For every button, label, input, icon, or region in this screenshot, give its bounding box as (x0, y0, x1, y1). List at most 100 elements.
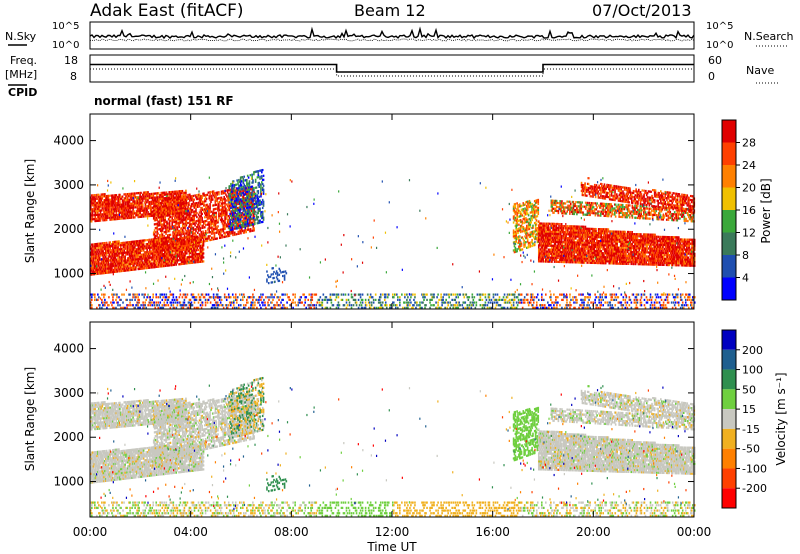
power-cell (178, 221, 181, 225)
power-cell (120, 253, 123, 257)
power-cell (252, 207, 254, 210)
power-cell (202, 256, 205, 259)
power-cell (104, 257, 106, 261)
power-cell (157, 265, 160, 268)
power-cell (201, 202, 203, 206)
power-cell (182, 202, 185, 206)
power-cell (154, 219, 157, 222)
power-cell (93, 267, 96, 270)
power-cell (140, 261, 142, 264)
power-cell (130, 242, 133, 246)
power-cell (159, 209, 162, 213)
power-cell (173, 207, 175, 210)
power-cell (126, 200, 129, 204)
power-cell (241, 197, 244, 201)
power-cell (194, 212, 196, 215)
power-cell (175, 259, 178, 262)
power-cell (92, 257, 95, 260)
power-cell (189, 217, 192, 220)
power-cell (178, 247, 181, 250)
power-cell (112, 210, 115, 213)
power-cell (100, 246, 103, 249)
power-cell (134, 266, 137, 269)
power-cell (111, 267, 113, 270)
power-cell (99, 248, 102, 251)
power-cell (133, 216, 135, 219)
power-cell (185, 250, 187, 253)
power-cell (147, 215, 149, 218)
power-cell (144, 207, 147, 210)
power-cell (111, 255, 113, 258)
power-cell (217, 229, 219, 232)
power-cell (163, 264, 166, 268)
power-cell (201, 224, 203, 227)
power-cell (184, 252, 186, 255)
power-cell (97, 213, 100, 216)
power-cell (228, 187, 231, 190)
power-cell (98, 219, 101, 222)
power-cell (90, 218, 93, 221)
power-cell (112, 264, 114, 268)
power-cell (101, 268, 104, 271)
power-cell (154, 245, 157, 248)
power-cell (126, 196, 129, 200)
power-cell (200, 248, 203, 251)
date-title: 07/Oct/2013 (592, 1, 692, 20)
power-cell (90, 220, 93, 223)
power-cell (130, 260, 133, 264)
power-cell (169, 211, 172, 215)
power-cell (90, 253, 93, 256)
power-cell (255, 186, 258, 189)
power-cell (165, 224, 167, 227)
power-cell (141, 247, 143, 250)
power-cell (532, 212, 534, 215)
power-cell (108, 259, 111, 262)
power-cell (188, 255, 191, 259)
power-cell (173, 257, 176, 260)
power-cell (189, 211, 191, 214)
power-cell (112, 245, 114, 248)
power-cell (117, 240, 119, 243)
power-cell (191, 249, 193, 252)
power-cell (191, 255, 193, 258)
power-cell (114, 264, 117, 267)
power-cell (169, 246, 171, 249)
power-cell (95, 209, 97, 213)
power-cell (157, 216, 159, 219)
power-cell (97, 250, 99, 253)
power-cell (159, 221, 162, 225)
freq-label-line2: [MHz] (5, 68, 37, 81)
power-cell (120, 255, 123, 259)
power-cell (125, 203, 127, 206)
power-cell (114, 216, 117, 219)
power-cell (117, 215, 119, 219)
power-cell (166, 254, 169, 257)
power-cell (108, 271, 111, 274)
power-cell (139, 255, 141, 258)
power-cell (163, 219, 166, 222)
power-cell (154, 249, 157, 252)
power-cell (176, 202, 179, 205)
power-cell (174, 200, 177, 203)
power-cell (102, 242, 104, 245)
power-cell (153, 264, 156, 267)
power-cell (180, 211, 182, 214)
power-cell (224, 235, 226, 238)
power-cell (174, 204, 176, 208)
power-cell (185, 232, 188, 235)
power-cell (147, 256, 149, 260)
power-cell (168, 250, 170, 253)
power-cell (143, 251, 146, 254)
power-cell (165, 228, 167, 231)
power-cell (96, 197, 98, 201)
power-cell (186, 234, 188, 237)
power-cell (105, 218, 108, 222)
power-cell (138, 207, 141, 211)
power-cell (97, 203, 100, 206)
power-cell (171, 243, 174, 246)
power-cell (200, 234, 203, 238)
power-cell (254, 178, 257, 181)
power-cell (190, 245, 193, 249)
power-cell (185, 260, 187, 263)
power-cell (178, 225, 181, 229)
